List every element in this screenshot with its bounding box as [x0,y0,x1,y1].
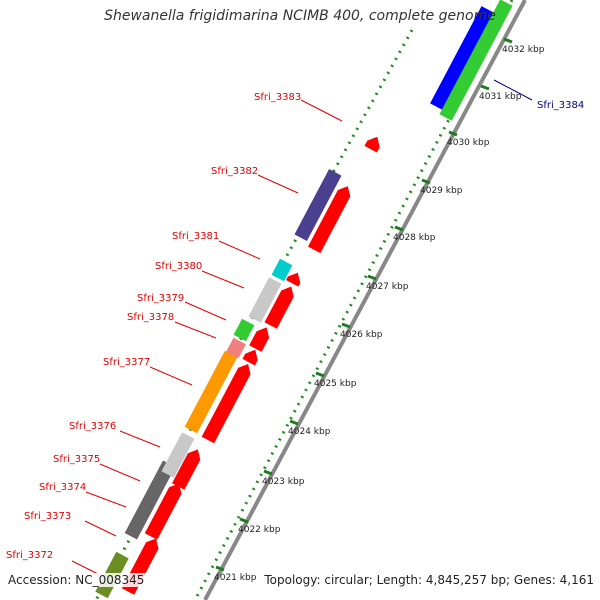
cds-feature[interactable] [308,186,351,254]
kbp-tick-label: 4021 kbp [214,573,257,583]
kbp-tick-label: 4027 kbp [366,282,409,292]
cog-ring [95,0,513,599]
label-leader-line [201,270,245,289]
cog-feature[interactable] [233,318,255,342]
label-leader-line [149,366,193,386]
kbp-tick-mark [239,517,249,524]
gene-label[interactable]: Sfri_3384 [537,100,584,111]
gene-label[interactable]: Sfri_3373 [24,511,71,522]
topology-text: Topology: circular; Length: 4,845,257 bp… [262,573,596,587]
label-leader-line [174,321,217,339]
cds-feature[interactable] [264,286,294,329]
gene-label[interactable]: Sfri_3381 [172,231,219,242]
kbp-tick-label: 4031 kbp [479,92,522,102]
kbp-tick-label: 4024 kbp [288,427,331,437]
gene-label[interactable]: Sfri_3377 [103,357,150,368]
kbp-tick-mark [263,469,273,476]
gene-label[interactable]: Sfri_3375 [53,454,100,465]
gene-label[interactable]: Sfri_3372 [6,550,53,561]
kbp-ticks: 4021 kbp 4022 kbp 4023 kbp 4024 kbp 4025 kbp… [214,37,545,583]
label-leader-line [84,520,117,537]
label-leader-line [493,79,533,101]
cog-feature[interactable] [226,337,246,359]
cds-feature[interactable] [201,364,251,444]
cds-feature[interactable] [144,483,182,540]
label-leader-line [99,463,141,482]
genome-backbone [203,0,527,600]
kbp-tick-mark [367,274,377,281]
label-leader-line [257,174,299,194]
label-leader-line [218,240,261,260]
kbp-tick-label: 4032 kbp [502,45,545,55]
kbp-tick-mark [315,371,325,378]
cog-feature[interactable] [184,350,238,434]
kbp-tick-mark [480,84,490,91]
gene-label[interactable]: Sfri_3383 [254,92,301,103]
gene-label[interactable]: Sfri_3382 [211,166,258,177]
kbp-tick-mark [421,178,431,185]
kbp-tick-label: 4025 kbp [314,379,357,389]
kbp-tick-mark [341,322,351,329]
gene-label[interactable]: Sfri_3374 [39,482,86,493]
kbp-tick-mark [215,565,225,572]
kbp-tick-label: 4029 kbp [420,186,463,196]
label-leaders [71,79,533,576]
cog-feature[interactable] [124,460,176,540]
kbp-tick-mark [448,130,458,137]
cds-feature[interactable] [172,449,201,490]
gene-label[interactable]: Sfri_3380 [155,261,202,272]
kbp-tick-mark [394,225,404,232]
gene-label[interactable]: Sfri_3379 [137,293,184,304]
cog-feature[interactable] [294,169,342,241]
label-leader-line [71,560,101,576]
gene-label[interactable]: Sfri_3378 [127,312,174,323]
label-leader-line [184,301,227,321]
cds-feature[interactable] [364,136,380,153]
kbp-tick-label: 4022 kbp [238,525,281,535]
gene-labels: Sfri_3372 Sfri_3373 Sfri_3374 Sfri_3375 Sfri… [6,92,584,561]
cds-feature[interactable] [249,327,270,352]
cds-feature[interactable] [242,349,258,366]
genome-title: Shewanella frigidimarina NCIMB 400, comp… [104,8,496,24]
gene-label[interactable]: Sfri_3376 [69,421,116,432]
label-leader-line [119,430,161,448]
cog-feature[interactable] [161,432,195,478]
cog-feature[interactable] [248,277,282,323]
kbp-tick-label: 4028 kbp [393,233,436,243]
label-leader-line [85,491,127,508]
label-leader-line [300,99,343,122]
cog-feature[interactable] [271,258,293,282]
kbp-tick-mark [503,37,513,44]
kbp-tick-mark [289,419,299,426]
cds-feature[interactable] [286,272,301,287]
accession-text: Accession: NC_008345 [6,573,147,587]
kbp-tick-label: 4026 kbp [340,330,383,340]
cog-feature[interactable] [430,6,494,110]
kbp-tick-label: 4023 kbp [262,477,305,487]
kbp-tick-label: 4030 kbp [447,138,490,148]
cog-feature[interactable] [439,0,513,121]
